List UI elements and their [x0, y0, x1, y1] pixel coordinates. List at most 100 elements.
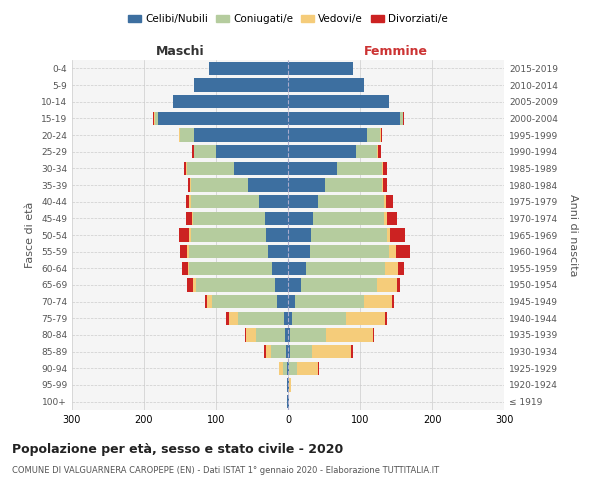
Bar	[266, 228, 288, 241]
Bar	[397, 278, 400, 291]
Bar	[188, 178, 190, 192]
Bar	[385, 195, 386, 208]
Bar	[356, 145, 377, 158]
Bar	[292, 312, 346, 325]
Bar	[226, 312, 229, 325]
Bar	[398, 262, 404, 275]
Bar	[400, 112, 403, 125]
Bar	[191, 178, 248, 192]
Bar	[212, 295, 277, 308]
Bar	[288, 378, 289, 392]
Bar	[190, 195, 191, 208]
Bar	[288, 112, 400, 125]
Bar	[188, 245, 268, 258]
Text: Popolazione per età, sesso e stato civile - 2020: Popolazione per età, sesso e stato civil…	[12, 442, 343, 456]
Bar	[384, 212, 386, 225]
Bar	[186, 195, 190, 208]
Bar	[367, 128, 380, 141]
Bar	[288, 295, 295, 308]
Bar	[289, 378, 291, 392]
Bar	[390, 228, 404, 241]
Bar	[216, 145, 288, 158]
Bar	[325, 178, 382, 192]
Bar	[296, 362, 318, 375]
Bar	[386, 212, 397, 225]
Bar	[284, 312, 288, 325]
Bar	[288, 195, 318, 208]
Bar	[248, 178, 288, 192]
Bar	[196, 278, 275, 291]
Bar	[190, 262, 272, 275]
Bar	[311, 228, 386, 241]
Bar	[283, 362, 287, 375]
Bar	[288, 212, 313, 225]
Bar	[187, 245, 188, 258]
Y-axis label: Fasce di età: Fasce di età	[25, 202, 35, 268]
Bar	[373, 328, 374, 342]
Bar	[193, 212, 265, 225]
Bar	[287, 378, 288, 392]
Bar	[396, 245, 410, 258]
Bar	[301, 278, 377, 291]
Bar	[378, 145, 381, 158]
Bar	[290, 345, 312, 358]
Bar	[288, 328, 290, 342]
Bar	[179, 128, 180, 141]
Bar	[318, 362, 319, 375]
Bar	[288, 312, 292, 325]
Bar	[285, 328, 288, 342]
Bar	[310, 245, 389, 258]
Bar	[182, 262, 188, 275]
Bar	[190, 228, 191, 241]
Bar	[385, 262, 398, 275]
Bar	[265, 212, 288, 225]
Bar	[191, 195, 259, 208]
Bar	[313, 212, 384, 225]
Bar	[188, 262, 190, 275]
Bar	[193, 278, 196, 291]
Bar	[187, 162, 234, 175]
Bar	[380, 128, 381, 141]
Bar	[275, 278, 288, 291]
Bar	[277, 295, 288, 308]
Bar	[288, 345, 290, 358]
Bar	[184, 162, 187, 175]
Bar	[234, 162, 288, 175]
Text: COMUNE DI VALGUARNERA CAROPEPE (EN) - Dati ISTAT 1° gennaio 2020 - Elaborazione : COMUNE DI VALGUARNERA CAROPEPE (EN) - Da…	[12, 466, 439, 475]
Bar	[386, 195, 393, 208]
Bar	[288, 362, 289, 375]
Bar	[337, 162, 382, 175]
Bar	[288, 162, 337, 175]
Bar	[209, 62, 288, 75]
Bar	[288, 128, 367, 141]
Bar	[377, 278, 397, 291]
Bar	[326, 328, 373, 342]
Bar	[383, 162, 386, 175]
Bar	[288, 95, 389, 108]
Bar	[180, 128, 194, 141]
Bar	[289, 362, 296, 375]
Text: Femmine: Femmine	[364, 44, 428, 58]
Text: Maschi: Maschi	[155, 44, 205, 58]
Bar	[383, 178, 386, 192]
Bar	[382, 162, 383, 175]
Bar	[287, 362, 288, 375]
Legend: Celibi/Nubili, Coniugati/e, Vedovi/e, Divorziati/e: Celibi/Nubili, Coniugati/e, Vedovi/e, Di…	[124, 10, 452, 29]
Bar	[290, 328, 326, 342]
Bar	[389, 245, 396, 258]
Bar	[154, 112, 155, 125]
Bar	[288, 78, 364, 92]
Bar	[288, 278, 301, 291]
Bar	[266, 345, 271, 358]
Bar	[403, 112, 404, 125]
Bar	[392, 295, 394, 308]
Bar	[286, 345, 288, 358]
Bar	[158, 112, 288, 125]
Bar	[288, 245, 310, 258]
Bar	[179, 228, 190, 241]
Bar	[238, 312, 284, 325]
Bar	[187, 278, 193, 291]
Bar	[194, 78, 288, 92]
Bar	[191, 228, 266, 241]
Bar	[190, 178, 191, 192]
